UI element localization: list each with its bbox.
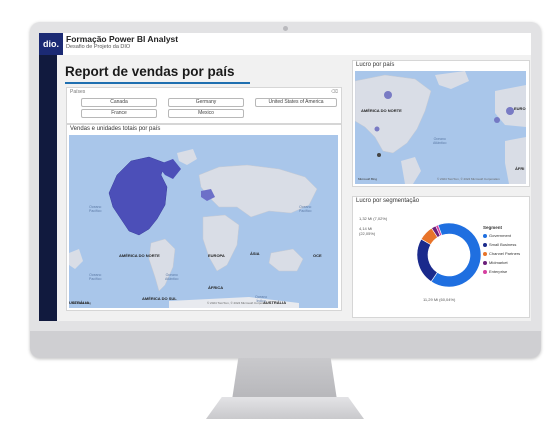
legend-label: Government [489,233,512,238]
slicer-option-canada[interactable]: Canada [81,98,157,107]
map-label-australia-right: AUSTRÁLIA [263,300,287,305]
bing-logo: Microsoft Bing [72,301,92,305]
profit-map-credit: © 2024 TomTom, © 2024 Microsoft Corporat… [437,177,500,181]
map-label-oceania: OCE [313,253,322,258]
ocean-label-pacific-nw: Oceano Pacífico [89,205,102,213]
monitor-stand-base [206,397,364,419]
profit-map-title: Lucro por país [356,62,395,68]
monitor-chin [30,331,541,358]
donut-slice-government[interactable] [430,222,482,288]
slicer-option-usa[interactable]: United States of America [255,98,337,107]
profit-ocean-atlantic: Oceano Atlântico [433,137,447,145]
sidebar [39,55,57,321]
report-canvas: Report de vendas por país Países ⌫ Canad… [57,55,531,321]
donut-label-small-business: 4,14 Mi (22,05%) [359,226,376,236]
ocean-label-atlantic: Oceano Atlântico [165,273,179,281]
report-header: dio. Formação Power BI Analyst Desafio d… [39,33,531,56]
profit-map[interactable] [355,71,526,184]
legend-item-enterprise[interactable]: Enterprise [483,269,520,274]
page-title: Report de vendas por país [65,64,235,79]
camera-icon [283,26,288,31]
legend-marker [483,269,487,274]
slicer-option-france[interactable]: France [81,109,157,118]
map-label-north-america: AMÉRICA DO NORTE [119,253,160,258]
donut-chart[interactable] [409,215,489,295]
course-title: Formação Power BI Analyst [66,34,179,44]
legend-label: Midmarket [489,260,508,265]
donut-slice-small-business[interactable] [416,238,438,282]
profit-map-label-europe: EURO [514,106,526,111]
donut-label-channel: 1,32 Mi (7,02%) [359,216,388,221]
legend-marker [483,242,487,247]
legend-item-midmarket[interactable]: Midmarket [483,260,520,265]
title-underline [65,82,250,84]
profit-segment-title: Lucro por segmentação [356,198,420,204]
map-label-south-america: AMÉRICA DO SUL [142,296,177,301]
sales-map-title: Vendas e unidades totais por país [70,126,161,132]
donut-slice-enterprise[interactable] [435,224,443,237]
profit-map-label-africa: ÁFRI [515,166,525,171]
profit-map-visual: Lucro por país AMÉRICA DO NORTE EURO ÁFR… [352,60,530,187]
world-map[interactable] [69,135,338,308]
ocean-label-indian: Oceano Índico [255,295,268,303]
sales-map-visual: Vendas e unidades totais por país [66,124,342,311]
map-label-europe: EUROPA [208,253,225,258]
legend-label: Channel Partners [489,251,521,256]
screen: dio. Formação Power BI Analyst Desafio d… [39,33,531,321]
legend-title: Segment [483,225,503,230]
legend-marker [483,260,487,265]
profit-map-label-north-america: AMÉRICA DO NORTE [361,108,402,113]
map-label-australia-left: USTRÁLIA [69,300,90,305]
dio-logo: dio. [39,33,63,55]
map-label-africa: ÁFRICA [208,285,224,290]
profit-segment-visual: Lucro por segmentação 1,32 Mi (7,02%) 4,… [352,196,530,318]
legend-marker [483,233,487,238]
legend-item-government[interactable]: Government [483,233,520,238]
legend-item-channel-partners[interactable]: Channel Partners [483,251,520,256]
legend-label: Enterprise [489,269,508,274]
segment-legend: Government Small Business Channel Partners… [483,233,520,278]
legend-item-small-business[interactable]: Small Business [483,242,520,247]
legend-label: Small Business [489,242,517,247]
ocean-label-pacific-sw: Oceano Pacífico [89,273,102,281]
slicer-label: Países [70,89,86,95]
profit-bing-logo: Microsoft Bing [358,177,378,181]
ocean-label-pacific-ne: Oceano Pacífico [299,205,312,213]
legend-marker [483,251,487,256]
map-label-asia: ÁSIA [250,251,260,256]
eraser-icon[interactable]: ⌫ [331,89,339,95]
map-credit: © 2024 TomTom, © 2024 Microsoft Corporat… [207,301,270,305]
country-slicer: Países ⌫ Canada Germany United States of… [66,87,342,124]
monitor-stand-neck [232,358,337,400]
slicer-option-mexico[interactable]: Mexico [168,109,244,118]
course-subtitle: Desafio de Projeto da DIO [66,44,131,50]
slicer-option-germany[interactable]: Germany [168,98,244,107]
donut-label-government: 11,29 Mi (60,04%) [423,297,456,302]
